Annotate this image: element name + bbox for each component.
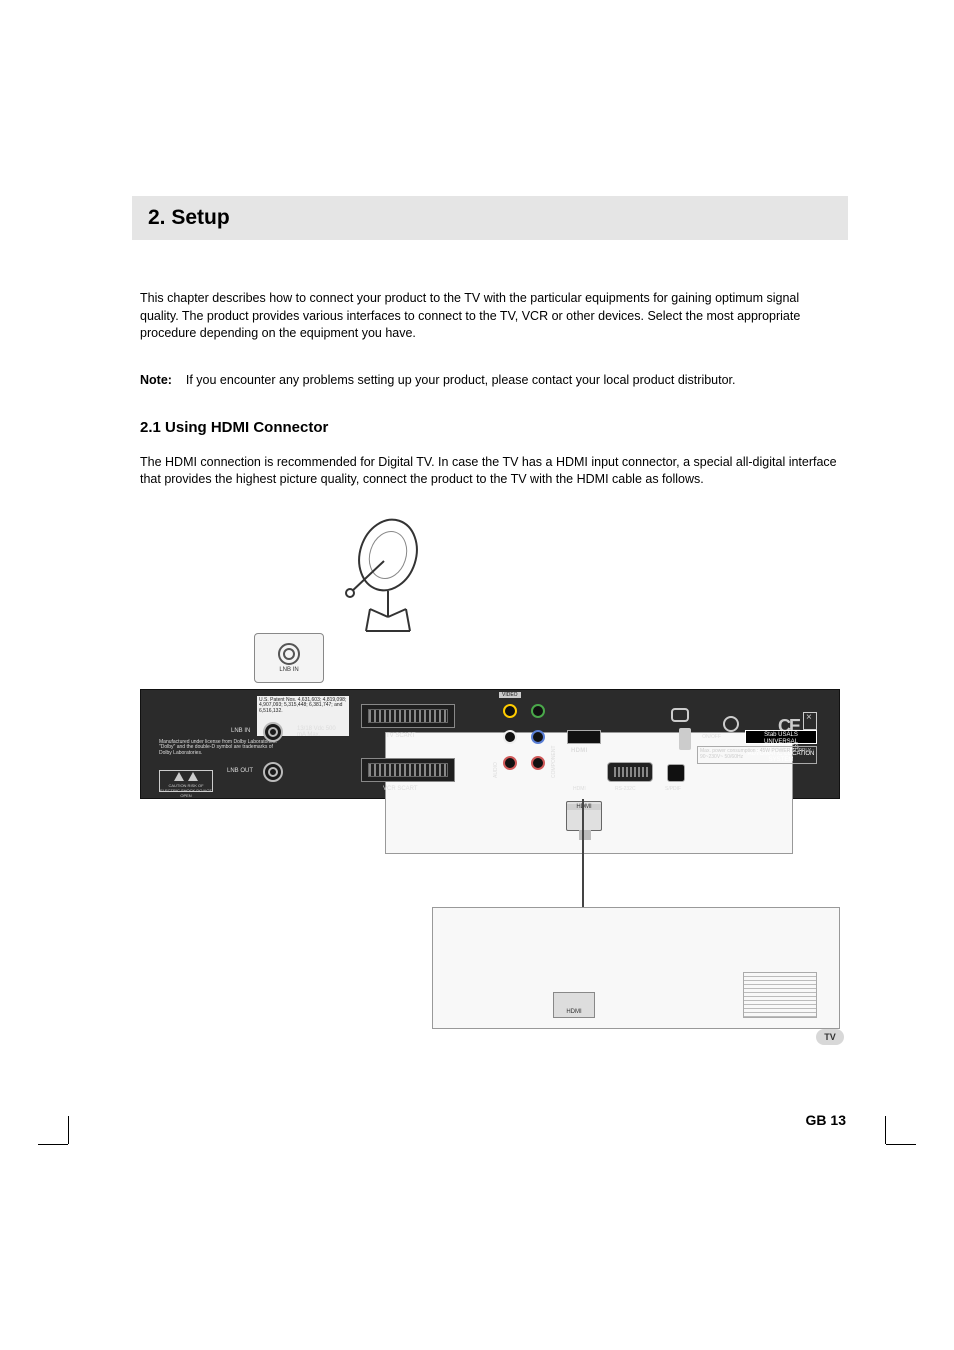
lnb-in-coax-icon xyxy=(278,643,300,665)
power-rating-label: Max. power consumption : 45W POWER SUPPL… xyxy=(697,746,817,764)
tv-badge: TV xyxy=(816,1029,844,1045)
page: 2. Setup This chapter describes how to c… xyxy=(0,0,954,1350)
note-text: If you encounter any problems setting up… xyxy=(186,373,736,387)
rs232-port-icon xyxy=(607,762,653,782)
shock-triangle-icon xyxy=(188,772,198,781)
note-label: Note: xyxy=(140,373,172,387)
tv-hdmi-in-port-icon: HDMI xyxy=(553,992,595,1018)
rca-component-y-icon xyxy=(531,704,545,718)
connection-diagram: LNB IN U.S. Patent Nos. 4,631,603; 4,819… xyxy=(140,513,840,1043)
section-body: The HDMI connection is recommended for D… xyxy=(140,454,840,489)
weee-icon xyxy=(803,712,817,730)
audio-group-label: AUDIO xyxy=(493,762,499,778)
rca-component-pr-icon xyxy=(531,756,545,770)
rca-component-pb-icon xyxy=(531,730,545,744)
spdif-port-icon xyxy=(667,764,685,782)
receiver-rear-panel: U.S. Patent Nos. 4,631,603; 4,819,098; 4… xyxy=(140,689,840,799)
hdmi-port-icon xyxy=(567,730,601,744)
lnb-in-port-label: LNB IN xyxy=(231,728,250,734)
usals-badge: Stab USALS UNIVERSAL SATELLITES AUTOMATI… xyxy=(745,730,817,744)
content-area: 2. Setup This chapter describes how to c… xyxy=(140,196,840,1043)
hdmi-plug-top-label: HDMI xyxy=(567,804,601,810)
usals-label: Stab USALS xyxy=(746,732,816,738)
caution-text: CAUTION RISK OF ELECTRIC SHOCK DO NOT OP… xyxy=(160,783,212,798)
lnb-out-port-icon xyxy=(263,762,283,782)
volt-label: 13/18 Vdc 500 mA Max. xyxy=(297,726,345,738)
lnb-in-panel: LNB IN xyxy=(254,633,324,683)
tv-speaker-grille-icon xyxy=(743,972,817,1018)
chapter-title: 2. Setup xyxy=(148,206,832,230)
satellite-dish-icon xyxy=(336,513,426,633)
tv-hdmi-in-label: HDMI xyxy=(554,1009,594,1015)
spdif-label: S/PDIF xyxy=(665,786,681,792)
caution-label: CAUTION RISK OF ELECTRIC SHOCK DO NOT OP… xyxy=(159,770,213,792)
vcr-scart-port-icon xyxy=(361,758,455,782)
fuse-icon xyxy=(671,708,689,722)
hdmi-plug-top-icon: HDMI xyxy=(566,801,602,831)
rca-video-icon xyxy=(503,704,517,718)
video-label: VIDEO xyxy=(499,692,521,698)
lnb-in-label: LNB IN xyxy=(279,667,298,673)
power-switch-label: ON/OFF xyxy=(702,734,721,740)
section-heading: 2.1 Using HDMI Connector xyxy=(140,419,840,436)
rs232-label: RS-232C xyxy=(615,786,636,792)
page-number: GB 13 xyxy=(806,1112,846,1128)
rca-audio-r-icon xyxy=(503,756,517,770)
vcr-scart-label: VCR SCART xyxy=(383,786,418,792)
hdmi-port-label: HDMI xyxy=(573,786,586,792)
tv-scart-port-icon xyxy=(361,704,455,728)
component-group-label: COMPONENT xyxy=(551,745,557,778)
lnb-in-port-icon xyxy=(263,722,283,742)
power-switch-icon xyxy=(679,728,691,750)
dolby-text: Manufactured under license from Dolby La… xyxy=(159,740,279,770)
lnb-out-port-label: LNB OUT xyxy=(227,768,253,774)
tv-rear-panel: HDMI xyxy=(432,907,840,1029)
globe-icon xyxy=(723,716,739,732)
note-line: Note: If you encounter any problems sett… xyxy=(140,373,840,387)
rca-audio-l-icon xyxy=(503,730,517,744)
crop-mark-br xyxy=(888,1144,916,1172)
intro-paragraph: This chapter describes how to connect yo… xyxy=(140,290,840,343)
chapter-title-bar: 2. Setup xyxy=(132,196,848,240)
hdmi-logo-label: HDMI xyxy=(571,748,588,754)
crop-mark-bl xyxy=(38,1144,66,1172)
warning-triangle-icon xyxy=(174,772,184,781)
